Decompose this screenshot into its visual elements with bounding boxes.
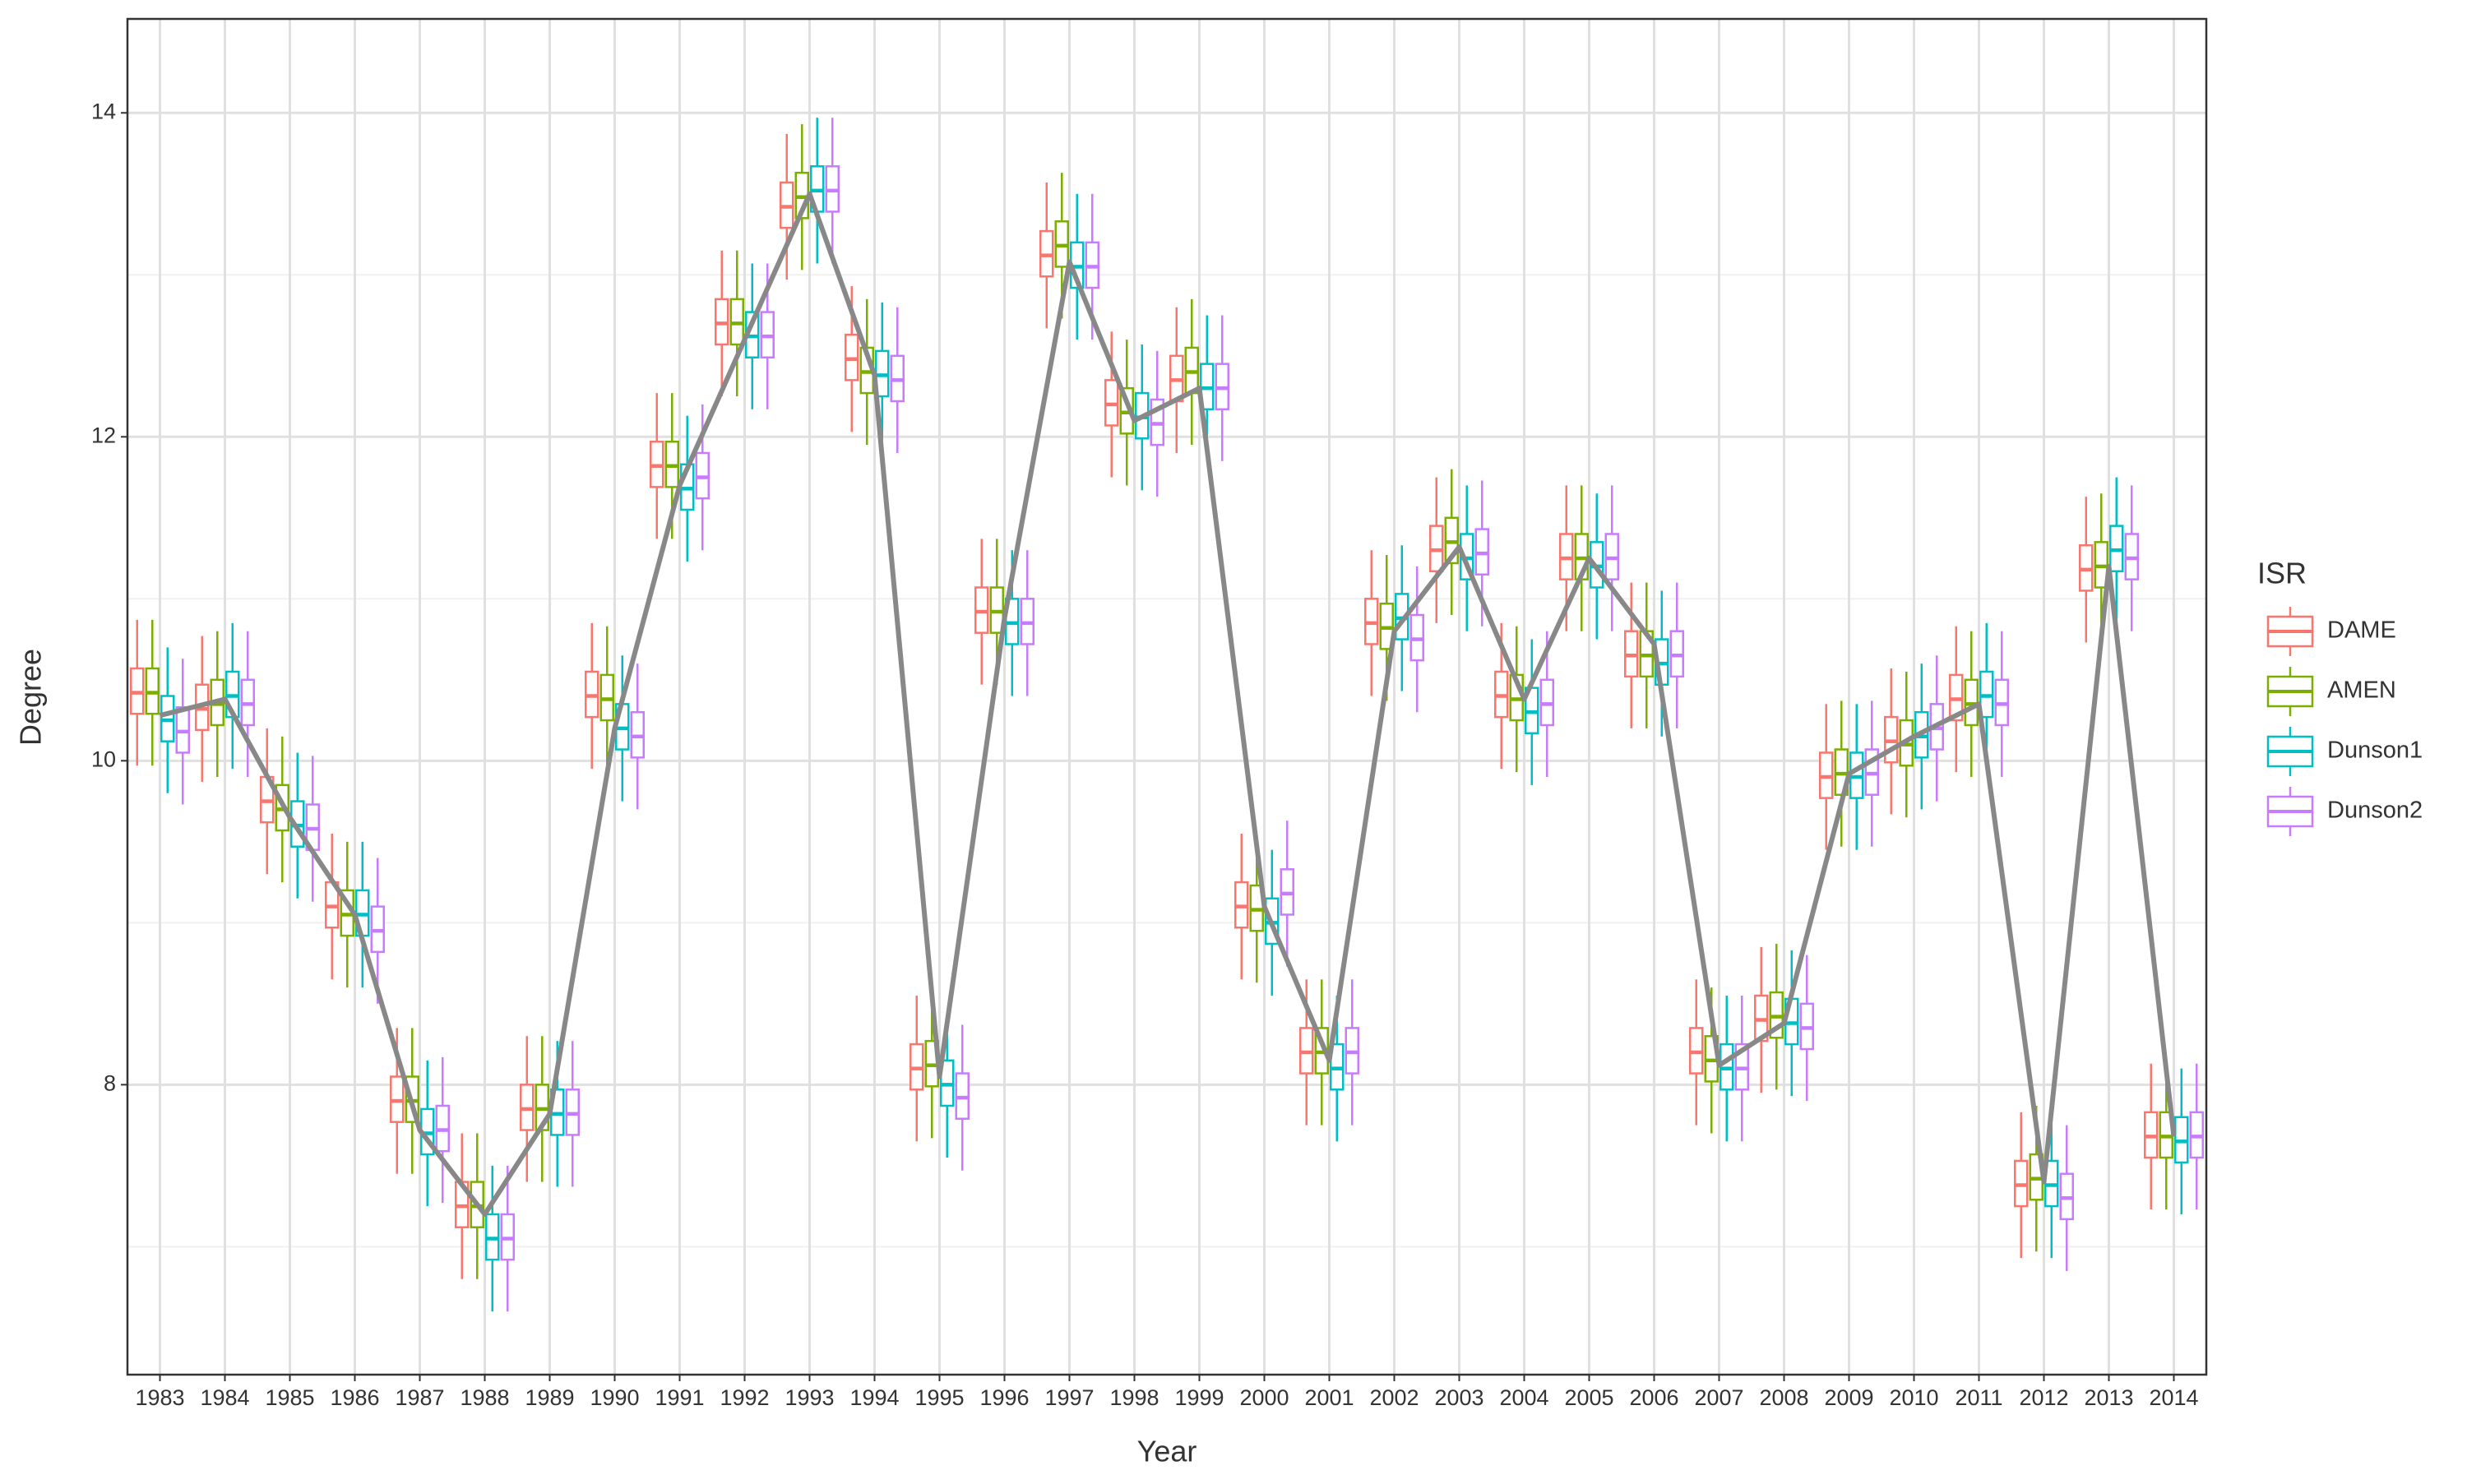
x-tick-label: 2014: [2149, 1385, 2198, 1410]
x-tick-label: 2001: [1304, 1385, 1354, 1410]
x-tick-label: 2004: [1499, 1385, 1548, 1410]
x-tick-label: 2011: [1955, 1385, 2002, 1410]
x-tick-label: 1996: [979, 1385, 1029, 1410]
x-tick-label: 2005: [1564, 1385, 1613, 1410]
x-tick-label: 1985: [265, 1385, 314, 1410]
x-tick-label: 1990: [590, 1385, 639, 1410]
y-axis-title: Degree: [14, 649, 48, 746]
x-tick-label: 1992: [720, 1385, 769, 1410]
x-tick-label: 2003: [1434, 1385, 1483, 1410]
y-tick-label: 8: [104, 1070, 116, 1095]
x-tick-label: 2009: [1824, 1385, 1873, 1410]
x-tick-label: 1988: [460, 1385, 509, 1410]
legend-label: Dunson2: [2327, 797, 2423, 824]
x-axis-title: Year: [1137, 1435, 1197, 1468]
x-tick-label: 2008: [1759, 1385, 1808, 1410]
x-tick-label: 1989: [525, 1385, 574, 1410]
x-tick-label: 1983: [135, 1385, 184, 1410]
x-tick-label: 1984: [200, 1385, 249, 1410]
legend-title: ISR: [2257, 557, 2307, 590]
x-tick-label: 2000: [1239, 1385, 1289, 1410]
x-tick-label: 1994: [849, 1385, 899, 1410]
x-tick-label: 2002: [1369, 1385, 1419, 1410]
x-tick-label: 2010: [1889, 1385, 1938, 1410]
x-tick-label: 2013: [2084, 1385, 2133, 1410]
x-tick-label: 2012: [2019, 1385, 2068, 1410]
y-tick-label: 10: [91, 747, 116, 771]
legend-label: AMEN: [2327, 677, 2396, 704]
x-tick-label: 1998: [1109, 1385, 1159, 1410]
x-tick-label: 1986: [330, 1385, 379, 1410]
reference-line: [159, 191, 2177, 1217]
x-tick-label: 1999: [1174, 1385, 1224, 1410]
legend-label: DAME: [2327, 617, 2396, 644]
x-tick-label: 1997: [1044, 1385, 1094, 1410]
x-tick-label: 2006: [1629, 1385, 1678, 1410]
y-tick-label: 14: [91, 99, 116, 123]
x-tick-label: 1993: [785, 1385, 834, 1410]
x-tick-label: 2007: [1694, 1385, 1743, 1410]
panel-border: [126, 17, 2208, 1376]
x-tick-label: 1995: [914, 1385, 964, 1410]
legend-label: Dunson1: [2327, 737, 2423, 764]
y-tick-label: 12: [91, 423, 116, 447]
x-tick-label: 1987: [395, 1385, 444, 1410]
x-tick-label: 1991: [655, 1385, 704, 1410]
